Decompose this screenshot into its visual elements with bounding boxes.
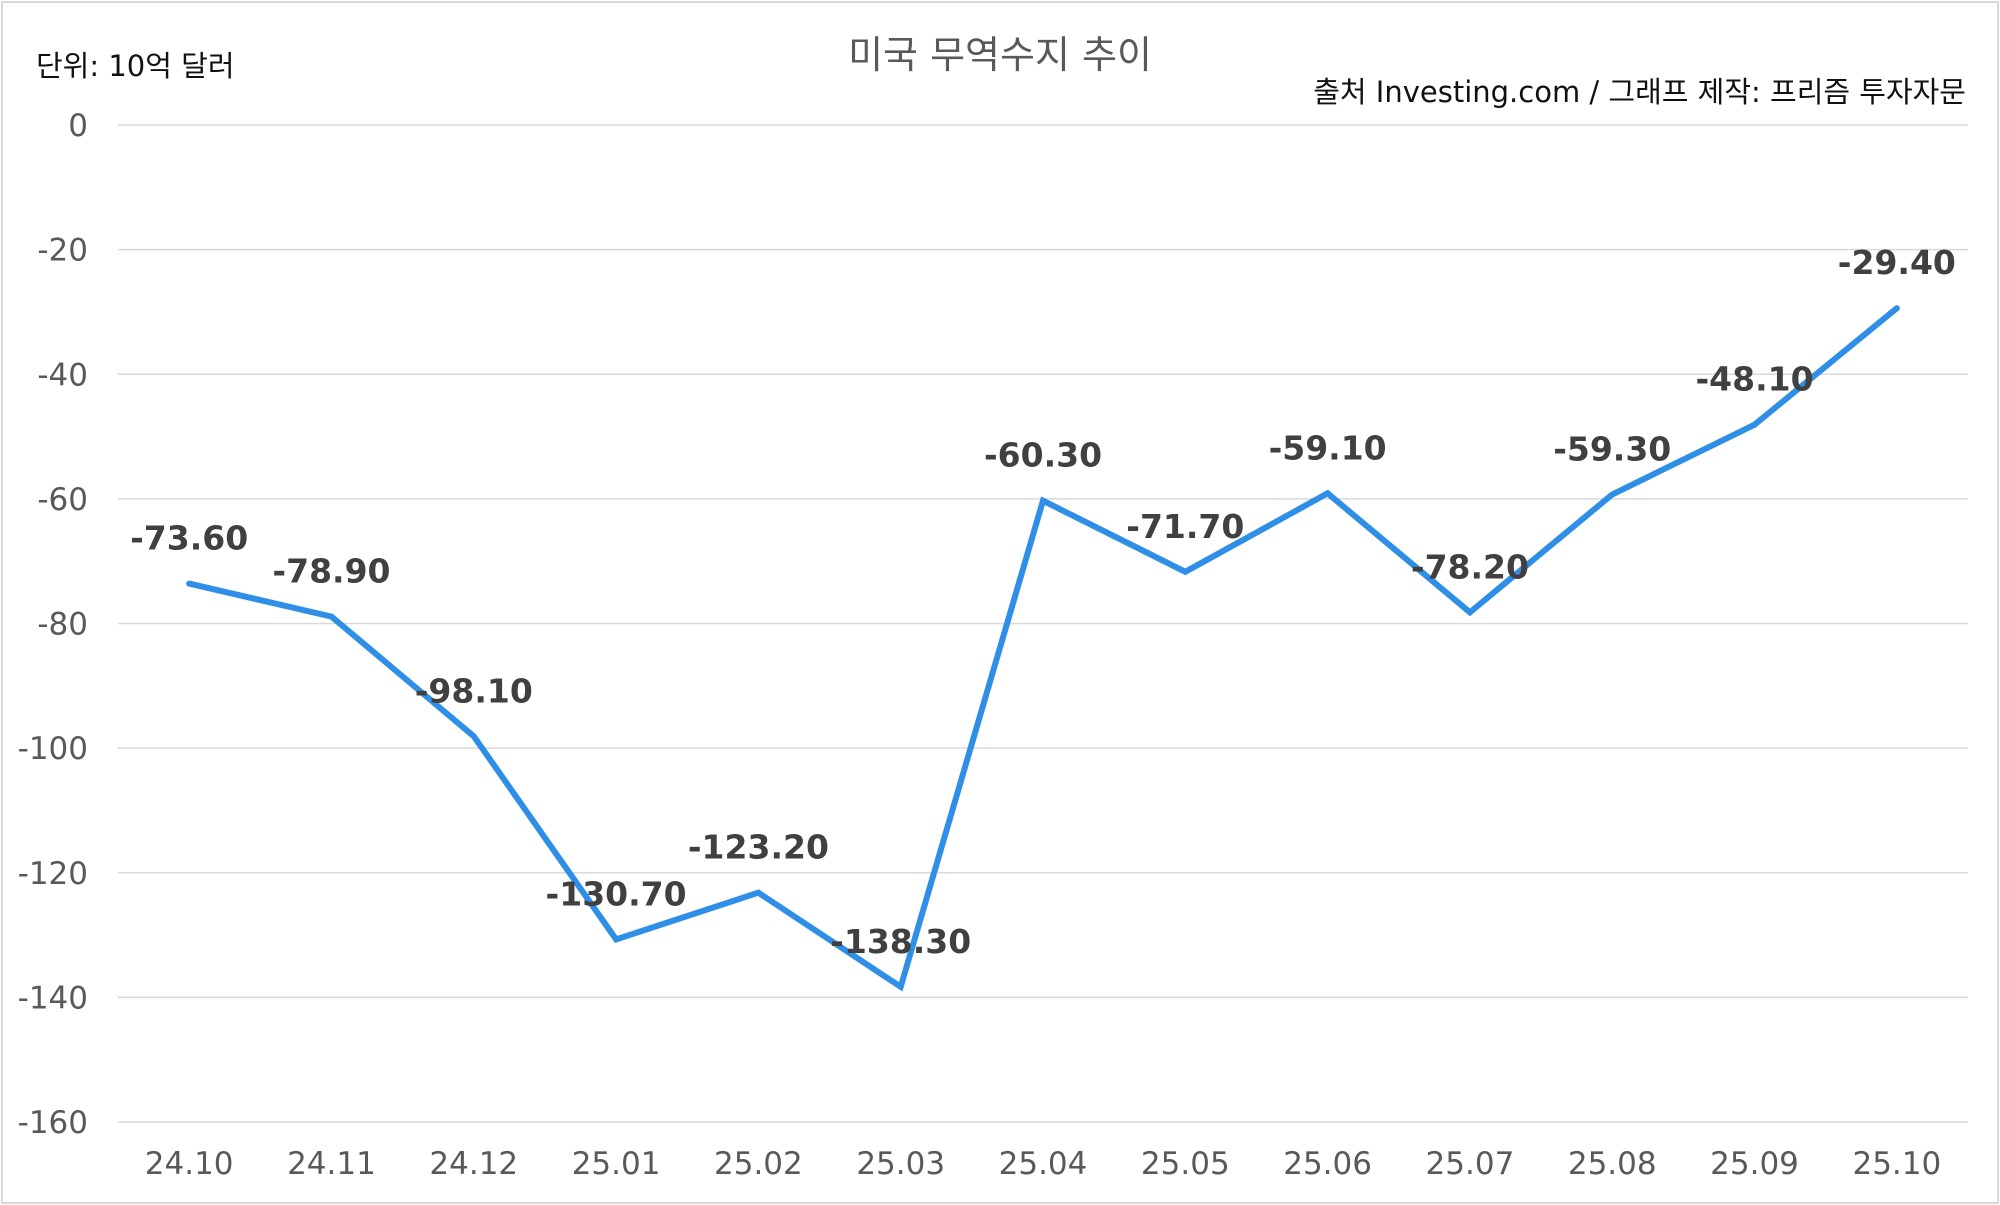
data-point — [328, 613, 335, 620]
data-point — [1893, 305, 1900, 312]
x-tick-label: 25.05 — [1141, 1146, 1230, 1182]
data-point — [470, 733, 477, 740]
chart-title: 미국 무역수지 추이 — [848, 33, 1152, 77]
y-tick-label: -120 — [18, 856, 88, 892]
data-point — [613, 936, 620, 943]
data-label: -78.20 — [1411, 547, 1529, 586]
y-tick-label: -160 — [18, 1105, 88, 1141]
data-label: -123.20 — [688, 828, 829, 867]
data-point — [186, 580, 193, 587]
x-tick-label: 25.02 — [714, 1146, 803, 1182]
data-label: -48.10 — [1695, 360, 1813, 399]
data-point — [1324, 490, 1331, 497]
y-tick-label: -100 — [18, 731, 88, 767]
x-tick-label: 25.08 — [1568, 1146, 1657, 1182]
source-label: 출처 Investing.com / 그래프 제작: 프리즘 투자자문 — [1313, 75, 1966, 109]
x-tick-label: 24.11 — [287, 1146, 376, 1182]
y-tick-label: -140 — [18, 980, 88, 1016]
data-label: -138.30 — [830, 922, 971, 961]
data-point — [755, 889, 762, 896]
data-label: -98.10 — [415, 671, 533, 710]
data-label: -29.40 — [1838, 243, 1956, 282]
series-layer — [186, 305, 1900, 992]
unit-label: 단위: 10억 달러 — [36, 49, 235, 83]
data-label: -130.70 — [546, 874, 687, 913]
x-tick-label: 25.04 — [999, 1146, 1088, 1182]
data-point — [1466, 609, 1473, 616]
data-labels: -73.60 -78.90 -98.10 -130.70-123.20 -138.30 -… — [130, 243, 1956, 961]
y-tick-label: -40 — [37, 357, 88, 393]
x-tick-label: 25.10 — [1852, 1146, 1941, 1182]
data-label: -59.10 — [1269, 428, 1387, 467]
y-tick-label: -20 — [37, 233, 88, 269]
y-tick-label: -80 — [37, 607, 88, 643]
data-label: -59.30 — [1553, 430, 1671, 469]
x-tick-label: 25.07 — [1426, 1146, 1515, 1182]
x-tick-label: 25.01 — [572, 1146, 661, 1182]
data-point — [1040, 497, 1046, 504]
grid-lines — [118, 124, 1968, 1123]
x-axis-ticks: 24.10 24.11 24.12 25.01 25.02 25.03 25.04 25.05… — [145, 1146, 1941, 1182]
y-axis-ticks: 0 -20 -40 -60 -80 -100 -120 -140 -160 — [18, 108, 88, 1141]
y-tick-label: -60 — [37, 482, 88, 518]
x-tick-label: 24.12 — [429, 1146, 518, 1182]
data-label: -78.90 — [272, 552, 390, 591]
x-tick-label: 24.10 — [145, 1146, 234, 1182]
x-tick-label: 25.06 — [1283, 1146, 1372, 1182]
data-point — [1751, 421, 1758, 428]
x-tick-label: 25.09 — [1710, 1146, 1799, 1182]
data-label: -60.30 — [984, 436, 1102, 475]
data-point — [897, 983, 904, 990]
data-label: -71.70 — [1126, 507, 1244, 546]
y-tick-label: 0 — [68, 108, 88, 144]
data-point — [1182, 568, 1189, 575]
x-tick-label: 25.03 — [856, 1146, 945, 1182]
data-label: -73.60 — [130, 519, 248, 558]
data-point — [1609, 491, 1616, 498]
series-line — [188, 305, 1899, 992]
